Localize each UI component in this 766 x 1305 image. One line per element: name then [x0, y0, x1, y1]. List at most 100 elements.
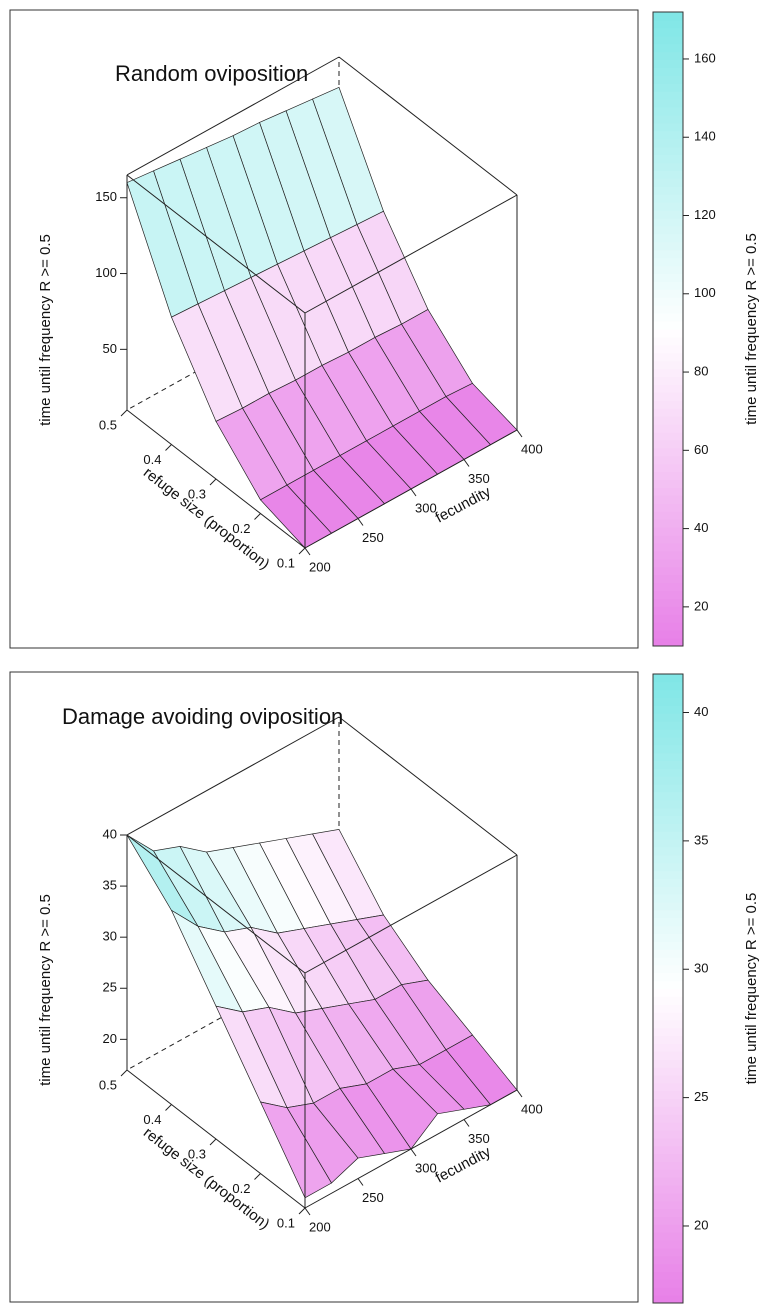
colorbar-band	[653, 598, 683, 607]
colorbar-band	[653, 1019, 683, 1029]
x-tick	[516, 1089, 523, 1098]
colorbar-frame	[652, 673, 684, 1304]
colorbar-band	[653, 19, 683, 29]
y-tick	[254, 1173, 261, 1180]
colorbar-band	[653, 408, 683, 417]
colorbar-band	[653, 336, 683, 346]
y-tick	[120, 1069, 128, 1077]
colorbar-band	[653, 194, 683, 203]
colorbar-band	[653, 1074, 683, 1084]
colorbar-band	[653, 313, 683, 322]
box-edge	[126, 834, 306, 974]
box-edge	[126, 56, 340, 176]
colorbar-tick-label: 25	[694, 1089, 708, 1104]
colorbar-band	[653, 622, 683, 631]
colorbar-band	[653, 360, 683, 370]
colorbar-band	[653, 75, 683, 84]
colorbar-band	[653, 297, 683, 306]
colorbar-band	[653, 1122, 683, 1131]
x-axis-label: fecundity	[433, 483, 494, 526]
colorbar-band	[653, 289, 683, 298]
colorbar-band	[653, 1255, 683, 1265]
colorbar-band	[653, 170, 683, 179]
colorbar-band	[653, 384, 683, 393]
colorbar-band	[653, 154, 683, 164]
x-tick-label: 300	[415, 500, 437, 515]
colorbar-band	[653, 1161, 683, 1170]
colorbar-band	[653, 1130, 683, 1139]
colorbar-band	[653, 705, 683, 714]
colorbar-band	[653, 791, 683, 801]
colorbar-tick-label: 20	[694, 598, 708, 613]
colorbar-band	[653, 1137, 683, 1147]
colorbar-band	[653, 1114, 683, 1123]
y-tick	[254, 513, 261, 520]
z-axis-label: time until frequency R >= 0.5	[37, 894, 54, 1086]
colorbar-band	[653, 107, 683, 116]
colorbar-band	[653, 925, 683, 934]
y-tick-label: 0.5	[99, 1077, 117, 1092]
colorbar-band	[653, 933, 683, 942]
x-tick-label: 300	[415, 1160, 437, 1175]
colorbar-band	[653, 854, 683, 864]
colorbar-tick-label: 60	[694, 442, 708, 457]
colorbar-band	[653, 846, 683, 856]
colorbar-tick-label: 140	[694, 129, 716, 144]
colorbar-band	[653, 241, 683, 251]
colorbar-band	[653, 550, 683, 560]
box-edge	[126, 174, 306, 314]
colorbar-band	[653, 776, 683, 785]
colorbar-band	[653, 424, 683, 433]
colorbar-band	[653, 736, 683, 746]
colorbar-tick-label: 40	[694, 704, 708, 719]
colorbar-band	[653, 1082, 683, 1092]
y-tick-label: 0.2	[232, 521, 250, 536]
colorbar-band	[653, 1035, 683, 1045]
colorbar-band	[653, 1027, 683, 1037]
z-tick-label: 30	[103, 929, 117, 944]
colorbar-tick-label: 80	[694, 363, 708, 378]
colorbar-label: time until frequency R >= 0.5	[743, 893, 760, 1085]
y-tick	[120, 409, 128, 417]
colorbar-band	[653, 917, 683, 927]
x-tick-label: 250	[362, 530, 384, 545]
colorbar-band	[653, 949, 683, 958]
colorbar-band	[653, 1012, 683, 1021]
colorbar-band	[653, 479, 683, 488]
colorbar-tick-label: 40	[694, 520, 708, 535]
chart-title: Random oviposition	[115, 61, 308, 86]
colorbar-band	[653, 432, 683, 441]
colorbar-band	[653, 535, 683, 544]
colorbar-band	[653, 590, 683, 599]
colorbar-band	[653, 471, 683, 481]
colorbar-band	[653, 12, 683, 21]
colorbar-band	[653, 233, 683, 243]
colorbar-band	[653, 886, 683, 895]
panel-frame	[9, 671, 639, 1303]
colorbar-band	[653, 799, 683, 809]
colorbar-band	[653, 964, 683, 974]
colorbar-band	[653, 519, 683, 528]
colorbar-tick-label: 35	[694, 832, 708, 847]
colorbar-band	[653, 273, 683, 282]
colorbar-band	[653, 130, 683, 140]
surface-facet	[259, 1101, 332, 1199]
colorbar-band	[653, 574, 683, 584]
colorbar-band	[653, 870, 683, 879]
colorbar-band	[653, 210, 683, 219]
y-axis-label: refuge size (proportion)	[140, 1124, 273, 1233]
z-tick-label: 20	[103, 1031, 117, 1046]
colorbar-band	[653, 1271, 683, 1280]
colorbar-band	[653, 463, 683, 473]
colorbar-band	[653, 115, 683, 124]
colorbar-band	[653, 784, 683, 793]
colorbar-band	[653, 681, 683, 691]
colorbar-band	[653, 1295, 683, 1304]
x-tick	[304, 547, 311, 556]
y-tick-label: 0.5	[99, 417, 117, 432]
x-tick-label: 400	[521, 1101, 543, 1116]
colorbar-band	[653, 1263, 683, 1273]
x-tick	[463, 459, 470, 467]
colorbar-band	[653, 416, 683, 425]
